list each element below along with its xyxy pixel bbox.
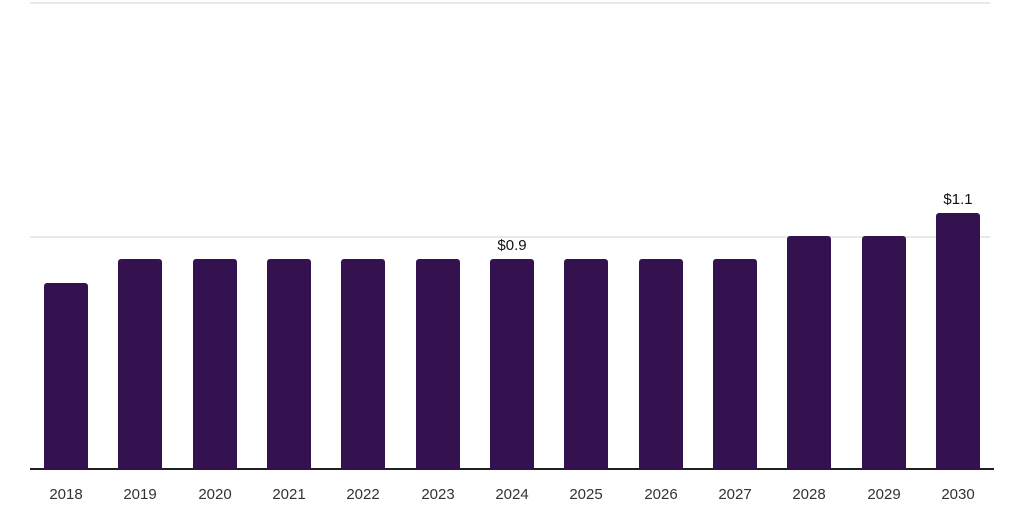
x-tick-label-2027: 2027 [718, 486, 752, 503]
bar-2021 [267, 259, 311, 470]
bar-2028 [787, 236, 831, 470]
bar-2020 [193, 259, 237, 470]
x-tick-label-2026: 2026 [644, 486, 678, 503]
bar-2027 [713, 259, 757, 470]
bar-2024 [490, 259, 534, 470]
value-label-2024: $0.9 [497, 237, 527, 254]
bar-2023 [416, 259, 460, 470]
bar-2022 [341, 259, 385, 470]
x-tick-label-2021: 2021 [272, 486, 306, 503]
x-tick-label-2025: 2025 [569, 486, 603, 503]
bar-2026 [639, 259, 683, 470]
bar-2029 [862, 236, 906, 470]
x-tick-label-2028: 2028 [792, 486, 826, 503]
x-tick-label-2029: 2029 [867, 486, 901, 503]
bar-2019 [118, 259, 162, 470]
x-tick-label-2018: 2018 [49, 486, 83, 503]
value-label-2030: $1.1 [943, 191, 973, 208]
bar-2030 [936, 213, 980, 470]
gridline-y-1 [30, 236, 990, 238]
x-tick-label-2019: 2019 [123, 486, 157, 503]
x-tick-label-2024: 2024 [495, 486, 529, 503]
gridline-y-2 [30, 2, 990, 4]
bar-2025 [564, 259, 608, 470]
bar-2018 [44, 283, 88, 470]
x-tick-label-2023: 2023 [421, 486, 455, 503]
x-tick-label-2020: 2020 [198, 486, 232, 503]
x-tick-label-2022: 2022 [346, 486, 380, 503]
x-tick-label-2030: 2030 [941, 486, 975, 503]
